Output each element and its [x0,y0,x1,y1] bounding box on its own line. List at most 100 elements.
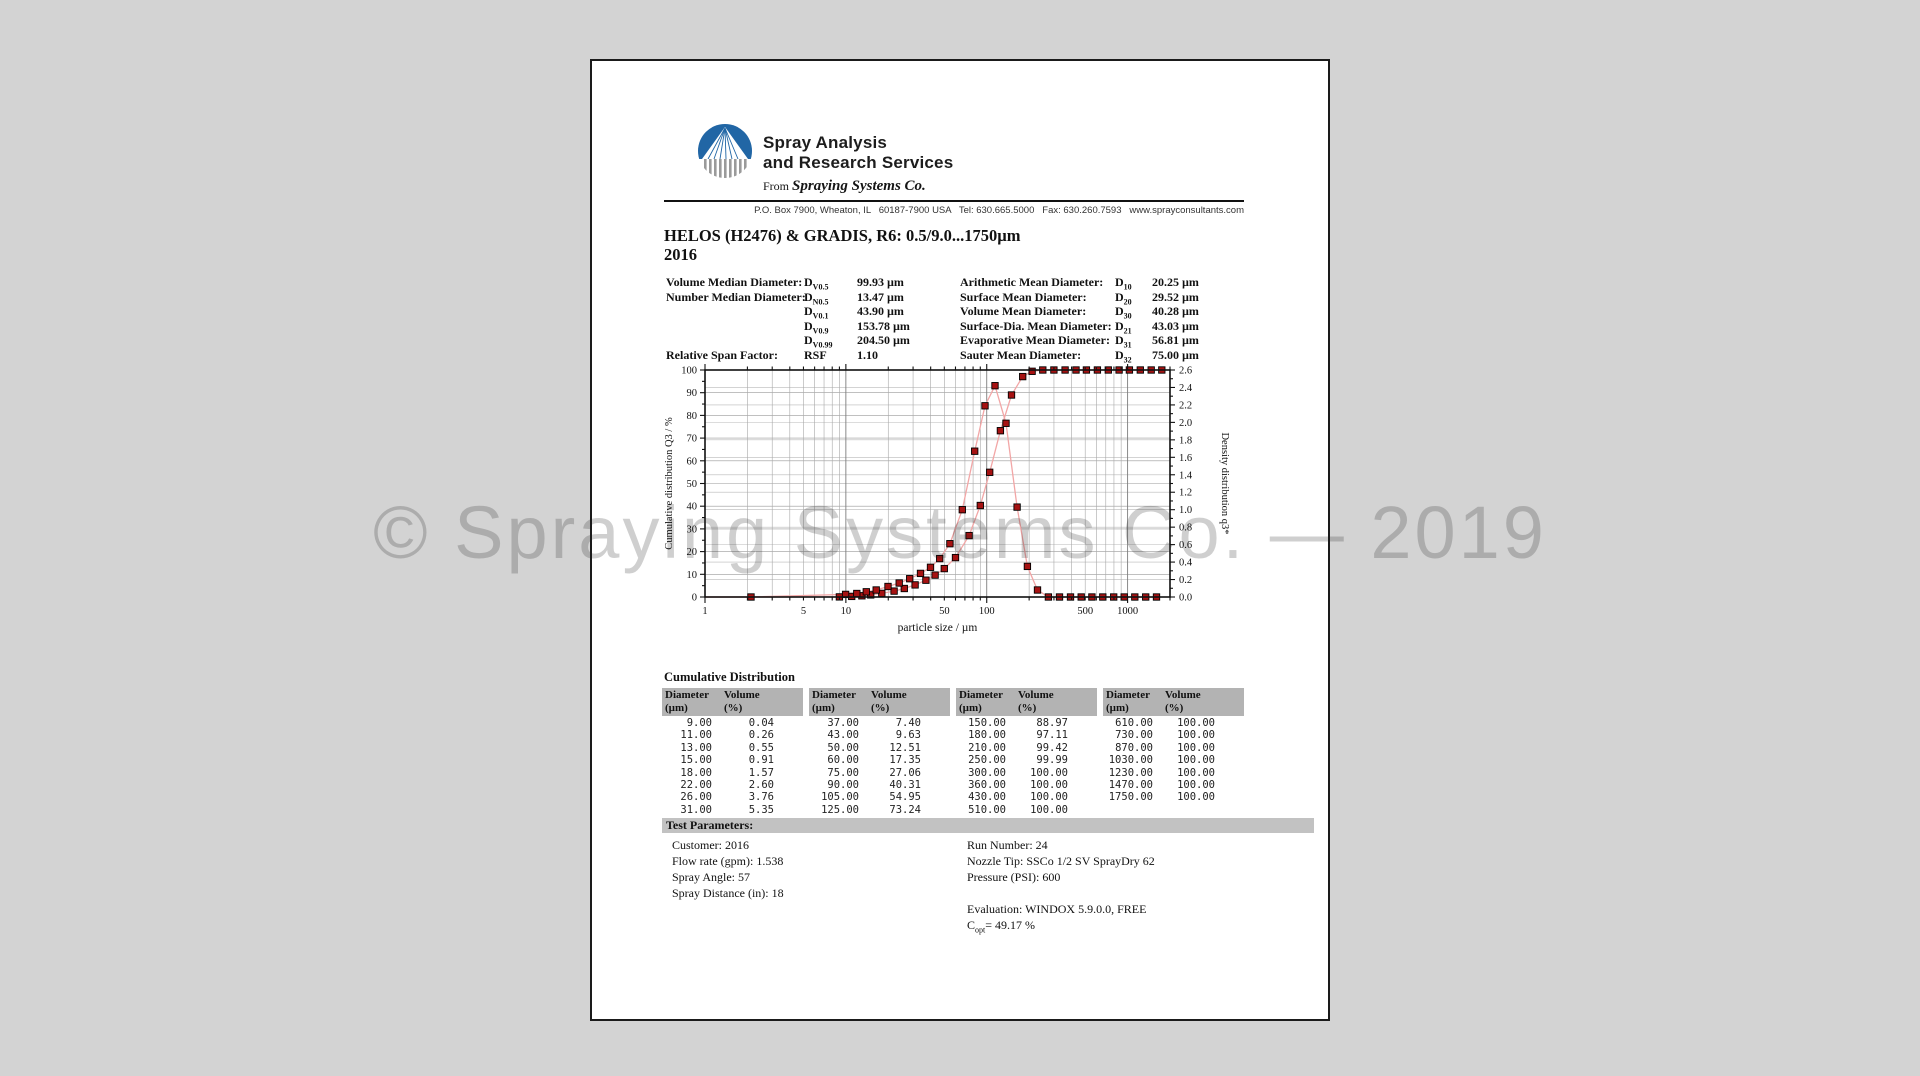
stat-row: DV0.1 43.90 µm [666,304,910,320]
from-prefix: From [763,179,793,193]
stat-symbol: DV0.9 [804,318,829,336]
svg-text:2.0: 2.0 [1179,418,1192,429]
stat-symbol: RSF [804,347,827,362]
stat-value: 29.52 µm [1152,289,1199,304]
table-row: 300.00 100.00 [956,767,1097,779]
diameter-cell: 31.00 [680,803,712,816]
svg-text:100: 100 [681,366,697,377]
svg-text:20: 20 [687,547,698,558]
diameter-cell: 11.00 [680,729,712,742]
volume-cell: 100.00 [1177,766,1215,779]
diameter-cell: 250.00 [968,754,1006,767]
x-axis-label: particle size / µm [898,622,978,634]
from-line: From Spraying Systems Co. [763,178,926,195]
test-parameter-line [967,885,1155,901]
svg-text:0.0: 0.0 [1179,593,1192,604]
test-parameter-line: Pressure (PSI): 600 [967,870,1061,884]
stat-label: Arithmetic Mean Diameter: [960,275,1104,289]
stat-symbol: D32 [1115,347,1132,365]
stat-label [666,319,804,334]
stat-value: 204.50 µm [857,333,910,348]
report-title-line2: 2016 [664,245,697,264]
stat-value: 43.90 µm [857,304,904,319]
table-title: Cumulative Distribution [664,670,795,684]
stat-row: Number Median Diameter: DN0.5 13.47 µm [666,290,910,306]
test-parameter-line: Evaluation: WINDOX 5.9.0.0, FREE [967,902,1147,916]
table-row: 43.00 9.63 [809,729,950,741]
table-row: 1030.00 100.00 [1103,754,1244,766]
diameter-cell: 300.00 [968,766,1006,779]
diameter-cell: 75.00 [827,766,859,779]
volume-cell: 100.00 [1030,803,1068,816]
volume-cell: 100.00 [1177,779,1215,791]
diameter-cell: 430.00 [968,791,1006,804]
volume-cell: 40.31 [889,779,921,791]
volume-cell: 99.99 [1036,754,1068,767]
volume-cell: 100.00 [1177,717,1215,729]
diameter-cell: 870.00 [1115,741,1153,754]
stat-symbol: DV0.99 [804,333,833,350]
volume-cell: 7.40 [895,717,921,729]
volume-cell: 5.35 [748,803,774,816]
diameter-cell: 150.00 [968,717,1006,729]
stat-value: 40.28 µm [1152,304,1199,319]
diameter-cell: 610.00 [1115,717,1153,729]
volume-cell: 100.00 [1177,754,1215,767]
diameter-cell: 730.00 [1115,729,1153,742]
test-parameter-line: Copt= 49.17 % [967,918,1036,935]
diameter-cell: 210.00 [968,741,1006,754]
volume-header: Volume (%) [724,689,760,714]
test-parameter-line: Customer: 2016 [672,838,749,852]
table-row: 180.00 97.11 [956,729,1097,741]
stat-symbol: D21 [1115,318,1132,336]
header-rule [664,200,1244,202]
svg-text:2.4: 2.4 [1179,383,1193,394]
volume-cell: 73.24 [889,803,921,816]
brand-line1: Spray Analysis [763,133,888,152]
svg-text:40: 40 [687,502,698,513]
table-row: 1230.00 100.00 [1103,767,1244,779]
table-group: Diameter (µm) Volume (%) 610.00 100.00 730.00 1… [1103,688,1244,816]
stat-row: Surface-Dia. Mean Diameter: D21 43.03 µm [960,318,1199,336]
spray-logo-icon [698,124,752,178]
report-title-line1: HELOS (H2476) & GRADIS, R6: 0.5/9.0...17… [664,226,1021,245]
stat-row: Volume Median Diameter: DV0.5 99.93 µm [666,275,910,291]
table-group: Diameter (µm) Volume (%) 150.00 88.97 180.00 97… [956,688,1097,816]
table-row: 125.00 73.24 [809,804,950,816]
table-row: 430.00 100.00 [956,791,1097,803]
stat-value: 56.81 µm [1152,333,1199,348]
diameter-cell: 180.00 [968,729,1006,742]
volume-cell: 100.00 [1030,791,1068,804]
volume-cell: 17.35 [889,754,921,767]
cumulative-distribution-table: Diameter (µm) Volume (%) 9.00 0.04 11.00 0.26 13… [662,688,1314,816]
volume-header: Volume (%) [871,689,907,714]
volume-cell: 100.00 [1177,729,1215,742]
stats-left-column: Volume Median Diameter: DV0.5 99.93 µm Numb… [666,275,910,363]
volume-cell: 100.00 [1177,791,1215,804]
volume-cell: 27.06 [889,766,921,779]
stats-right-column: Arithmetic Mean Diameter: D10 20.25 µm Surf… [960,275,1199,365]
report-title: HELOS (H2476) & GRADIS, R6: 0.5/9.0...17… [664,226,1020,264]
table-row: 360.00 100.00 [956,779,1097,791]
test-parameters-heading: Test Parameters: [666,818,754,832]
volume-cell: 2.60 [748,779,774,791]
diameter-cell: 1030.00 [1108,754,1153,767]
stat-symbol: D20 [1115,289,1132,306]
table-row: 18.00 1.57 [662,767,803,779]
volume-cell: 0.04 [748,717,774,729]
from-company: Spraying Systems Co. [792,178,926,194]
diameter-cell: 1230.00 [1108,766,1153,779]
diameter-cell: 360.00 [968,779,1006,791]
diameter-cell: 43.00 [827,729,859,742]
volume-cell: 12.51 [889,741,921,754]
diameter-cell: 26.00 [680,791,712,804]
stat-value: 20.25 µm [1152,275,1199,289]
volume-header: Volume (%) [1018,689,1054,714]
table-row: 730.00 100.00 [1103,729,1244,741]
volume-cell: 0.55 [748,741,774,754]
brand-name: Spray Analysis and Research Services [763,133,953,173]
diameter-cell: 18.00 [680,766,712,779]
volume-cell: 3.76 [748,791,774,804]
brand-line2: and Research Services [763,153,954,172]
diameter-cell: 13.00 [680,741,712,754]
